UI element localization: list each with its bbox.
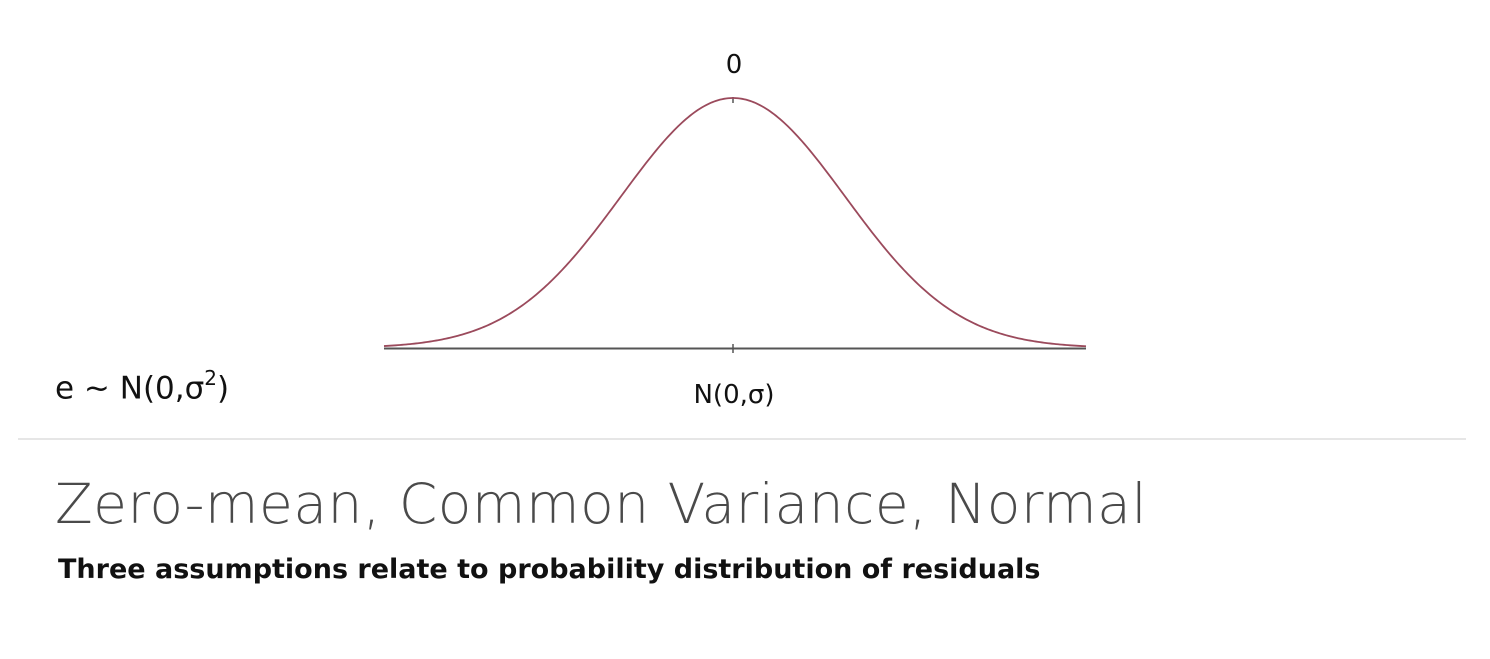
formula-close: )	[217, 370, 230, 407]
slide-subtitle: Three assumptions relate to probability …	[58, 554, 1041, 585]
slide-title: Zero-mean, Common Variance, Normal	[55, 472, 1148, 536]
peak-label: 0	[725, 50, 743, 80]
formula-superscript: 2	[204, 366, 217, 390]
formula-text: e ~ N(0,σ	[55, 370, 205, 407]
residual-formula: e ~ N(0,σ2)	[55, 366, 230, 407]
distribution-label: N(0,σ)	[693, 380, 775, 410]
bell-curve	[383, 97, 1087, 348]
divider	[18, 438, 1466, 440]
